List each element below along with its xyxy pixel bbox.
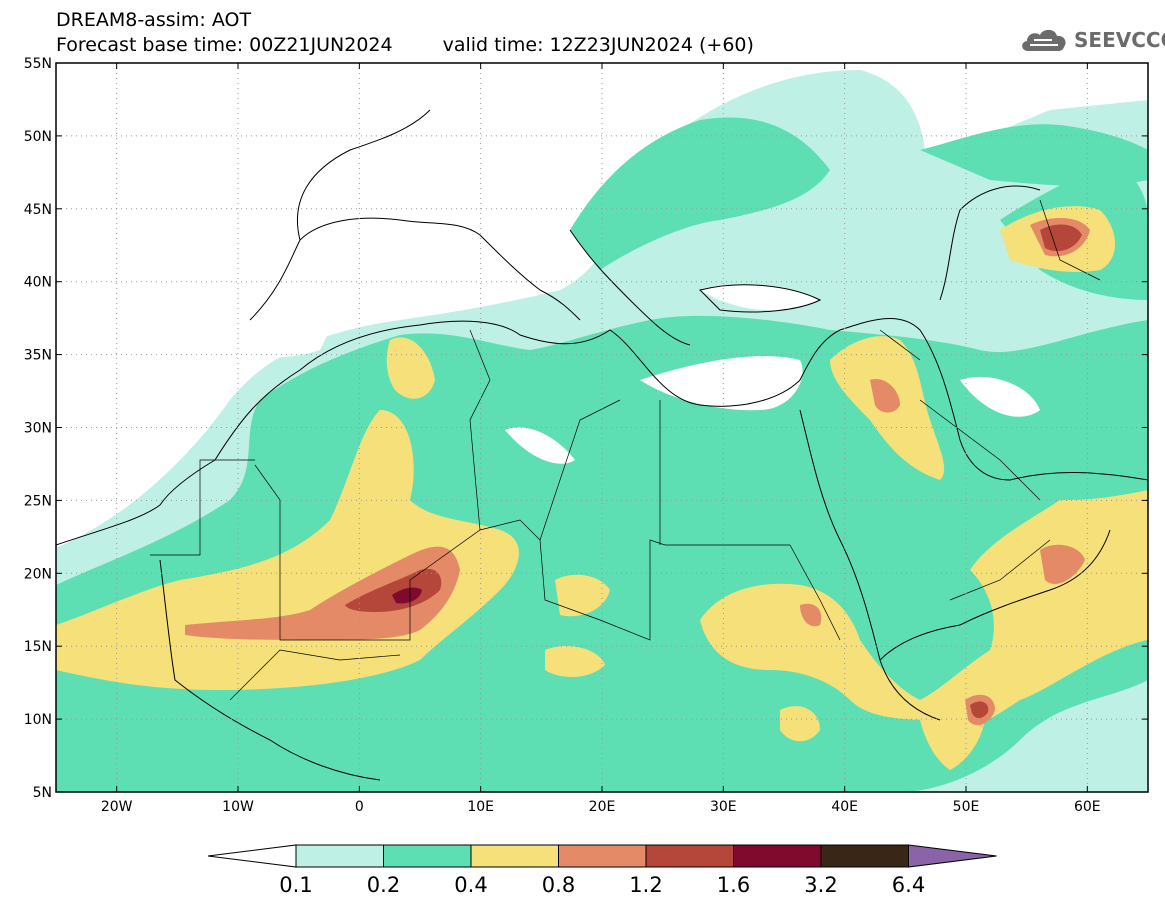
borders [150, 199, 1101, 701]
lat-label: 20N [24, 566, 52, 582]
colorbar-level-label: 0.2 [367, 873, 400, 897]
colorbar-level-label: 3.2 [804, 873, 837, 897]
lon-label: 60E [1074, 799, 1101, 815]
colorbar-level-label: 1.6 [717, 873, 750, 897]
colorbar-box [558, 844, 647, 868]
lon-label: 50E [953, 799, 980, 815]
lon-label: 20E [589, 799, 616, 815]
base-time: Forecast base time: 00Z21JUN2024 [56, 34, 393, 56]
aot-low-areas [230, 284, 1040, 464]
lon-label: 0 [355, 799, 364, 815]
colorbar-labels: 0.1 0.2 0.4 0.8 1.2 1.6 3.2 6.4 [279, 873, 925, 897]
lat-label: 40N [24, 275, 52, 291]
colorbar-box [820, 844, 909, 868]
axis-ticks [56, 62, 1148, 793]
lon-label: 40E [831, 799, 858, 815]
colorbar-box [295, 844, 384, 868]
colorbar-level-label: 1.2 [629, 873, 662, 897]
coastlines [56, 109, 1148, 781]
logo-text: SEEVCCC [1074, 28, 1165, 52]
lon-label: 20W [101, 799, 133, 815]
colorbar-under-triangle [207, 844, 297, 868]
lat-label: 30N [24, 421, 52, 437]
time-info: Forecast base time: 00Z21JUN2024 valid ti… [56, 34, 754, 56]
lat-label: 25N [24, 493, 52, 509]
lon-label: 10E [467, 799, 494, 815]
longitude-labels: 20W 10W 0 10E 20E 30E 40E 50E 60E [101, 799, 1101, 815]
latitude-labels: 55N 50N 45N 40N 35N 30N 25N 20N 15N 10N 5N [24, 56, 52, 801]
colorbar-level-label: 6.4 [892, 873, 925, 897]
colorbar-box [645, 844, 734, 868]
lat-label: 50N [24, 129, 52, 145]
colorbar-level-label: 0.1 [279, 873, 312, 897]
colorbar-box [470, 844, 559, 868]
colorbar-box [383, 844, 472, 868]
lat-label: 15N [24, 639, 52, 655]
lat-label: 10N [24, 712, 52, 728]
cloud-icon [1022, 29, 1066, 51]
colorbar [207, 844, 997, 868]
lon-label: 30E [710, 799, 737, 815]
map-gridlines [56, 63, 1148, 792]
colorbar-level-label: 0.8 [542, 873, 575, 897]
aot-contour-1.6 [392, 587, 422, 604]
lat-label: 45N [24, 202, 52, 218]
lat-label: 35N [24, 348, 52, 364]
lat-label: 5N [33, 785, 52, 801]
map-title: DREAM8-assim: AOT [56, 9, 252, 31]
colorbar-box [733, 844, 822, 868]
valid-time: valid time: 12Z23JUN2024 (+60) [442, 34, 754, 56]
seevccc-logo: SEEVCCC [1018, 22, 1165, 58]
lon-label: 10W [222, 799, 254, 815]
colorbar-level-label: 0.4 [454, 873, 487, 897]
lat-label: 55N [24, 56, 52, 72]
colorbar-over-triangle [908, 844, 997, 868]
